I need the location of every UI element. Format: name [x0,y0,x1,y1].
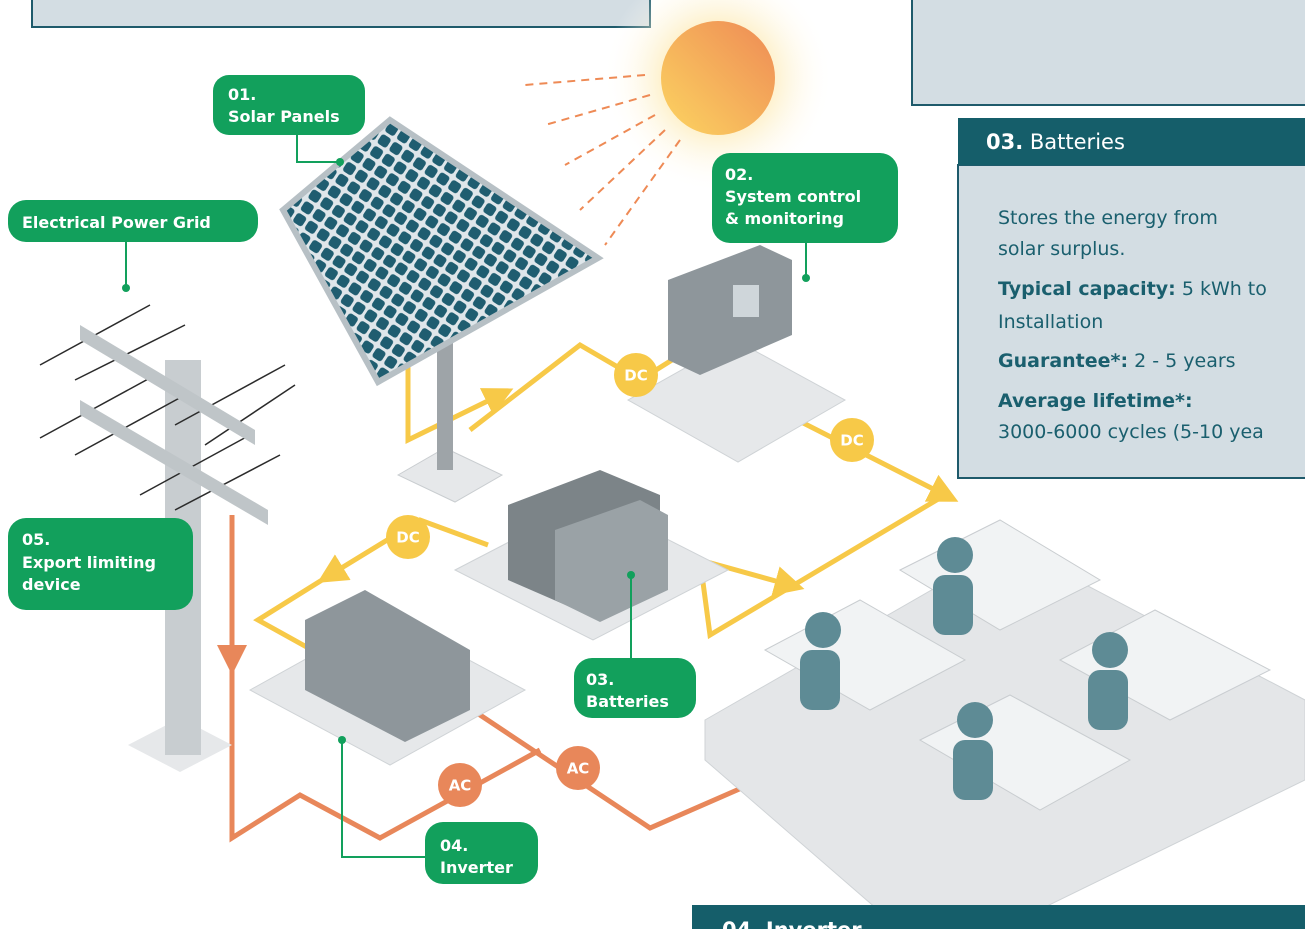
field-label: Guarantee*: [998,350,1128,372]
callout-text: & monitoring [725,209,844,228]
callout-text: Export limiting [22,553,156,572]
panel-field: Guarantee*: 2 - 5 years [998,350,1236,372]
callout-text: Solar Panels [228,107,340,126]
flow-label: DC [624,367,647,385]
callout-text: device [22,575,81,594]
panel-title-text: Inverter [766,918,862,929]
callout-number: 02. [725,165,753,184]
field-value: Installation [998,311,1103,333]
callout-01: 01. Solar Panels [213,75,365,166]
top-right-box [912,0,1305,105]
control-screen [733,285,759,317]
callout-04: 04. Inverter [338,736,538,884]
flow-label: AC [567,760,590,778]
callout-text: Batteries [586,692,669,711]
field-label: Typical capacity: [998,278,1176,300]
field-value: 2 - 5 years [1134,350,1235,372]
flow-dc: DC [614,353,658,397]
panel-number: 04. [722,918,759,929]
flow-dc: DC [830,418,874,462]
panel-number: 03. [986,130,1023,154]
panel-title: 03. Batteries [986,130,1125,154]
callout-text: Inverter [440,858,513,877]
sun [661,21,775,135]
page: 01. Solar Panels 02. System control & mo… [0,0,1305,929]
callout-text: Electrical Power Grid [22,213,211,232]
callout-number: 05. [22,530,50,549]
diagram: 01. Solar Panels 02. System control & mo… [0,0,1305,929]
field-value: 3000-6000 cycles (5-10 yea [998,421,1264,443]
bottom-panel: 04. Inverter [692,905,1305,929]
flow-ac: AC [556,746,600,790]
flow-label: AC [449,777,472,795]
callout-grid: Electrical Power Grid [8,200,258,292]
flow-label: DC [840,432,863,450]
flow-dc: DC [386,515,430,559]
field-label: Average lifetime*: [998,390,1193,412]
field-value: 5 kWh to [1182,278,1267,300]
control-unit [668,245,792,375]
callout-number: 03. [586,670,614,689]
panel-text: solar surplus. [998,238,1125,260]
panel-title: 04. Inverter [722,918,862,929]
callout-number: 01. [228,85,256,104]
callout-number: 04. [440,836,468,855]
top-left-box [32,0,650,27]
panel-text: Stores the energy from [998,207,1218,229]
info-panel: 03. Batteries Stores the energy from sol… [958,118,1305,478]
flow-ac: AC [438,763,482,807]
solar-panel [283,120,598,382]
panel-field: Typical capacity: 5 kWh to [998,278,1267,300]
callout-05: 05. Export limiting device [8,518,193,610]
callout-text: System control [725,187,861,206]
panel-title-text: Batteries [1030,130,1125,154]
flow-label: DC [396,529,419,547]
